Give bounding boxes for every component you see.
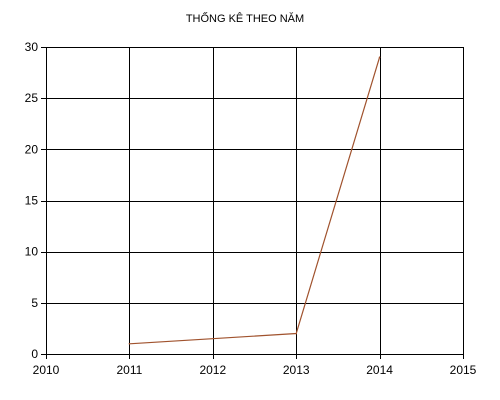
y-tick-label: 25: [25, 91, 39, 105]
y-tick-label: 10: [25, 245, 39, 259]
y-tick-label: 20: [25, 142, 39, 156]
plot-area: 0 5 10 15 20 25 30 2010 2011 2012 2013 2014 2015: [25, 40, 477, 377]
x-tick-label: 2013: [283, 363, 310, 377]
x-tick-label: 2011: [116, 363, 142, 377]
x-tick-label: 2015: [450, 363, 477, 377]
series-line: [129, 57, 381, 345]
x-tick-label: 2010: [33, 363, 60, 377]
y-tick-label: 5: [31, 296, 38, 310]
y-tick-label: 15: [25, 194, 39, 208]
x-tick-label: 2014: [366, 363, 393, 377]
x-tick-label: 2012: [199, 363, 226, 377]
data-point: [295, 332, 298, 335]
chart-title: THỐNG KÊ THEO NĂM: [186, 11, 304, 25]
data-point: [378, 56, 381, 59]
y-tick-label: 30: [25, 40, 39, 54]
data-point: [128, 342, 131, 345]
y-tick-label: 0: [31, 347, 38, 361]
